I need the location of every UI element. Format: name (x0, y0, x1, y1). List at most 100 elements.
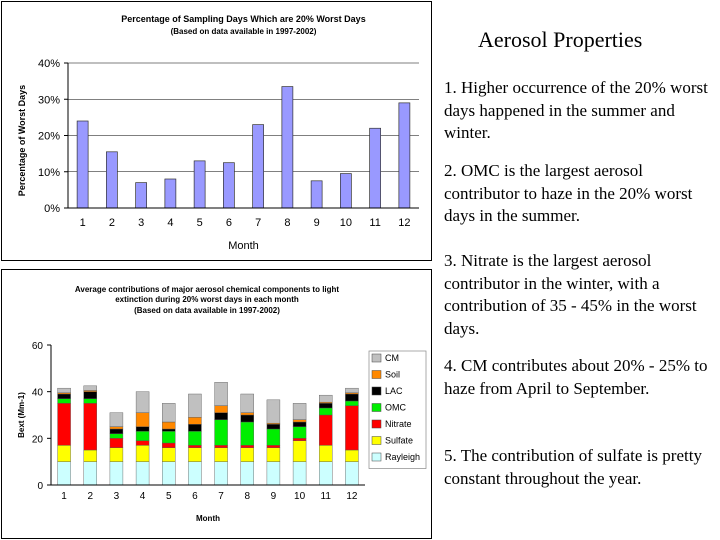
chart2-segment-nitrate (135, 440, 150, 446)
chart2-segment-cm (162, 403, 176, 423)
chart2-segment-lac (292, 421, 307, 427)
point-2: 2. OMC is the largest aerosol contributo… (444, 161, 693, 225)
chart2-segment-lac (345, 393, 359, 402)
chart2-legend-label-nitrate: Nitrate (385, 419, 412, 429)
chart2-segment-lac (83, 391, 97, 399)
chart2-segment-cm (57, 387, 71, 394)
chart2-segment-lac (188, 424, 202, 432)
point-5: 5. The contribution of sulfate is pretty… (444, 446, 702, 488)
chart2-legend-label-lac: LAC (385, 386, 403, 396)
chart2-segment-omc (345, 400, 359, 406)
point-1: 1. Higher occurrence of the 20% worst da… (444, 78, 708, 142)
chart2-subtitle: (Based on data available in 1997-2002) (134, 306, 280, 315)
chart2-segment-cm (214, 382, 228, 406)
worst-days-chart-panel: Percentage of Sampling Days Which are 20… (1, 1, 432, 261)
chart2-segment-rayleigh (162, 461, 176, 486)
chart2-x-label: Month (196, 514, 220, 523)
chart1-y-tick-label: 30% (38, 94, 60, 106)
chart2-segment-lac (135, 426, 150, 432)
chart2-segment-omc (57, 398, 71, 404)
chart2-x-tick-label: 7 (218, 491, 224, 502)
chart2-segment-rayleigh (57, 461, 71, 486)
chart2-segment-sulfate (319, 445, 333, 462)
chart1-y-tick-label: 10% (38, 167, 60, 179)
chart2-legend-label-sulfate: Sulfate (385, 436, 413, 446)
chart2-segment-lac (57, 393, 71, 399)
chart2-segment-nitrate (188, 445, 202, 448)
chart2-segment-rayleigh (109, 461, 124, 486)
chart1-bar (369, 127, 381, 209)
chart1-subtitle: (Based on data available in 1997-2002) (171, 27, 317, 36)
chart2-segment-cm (135, 391, 150, 413)
chart2-x-tick-label: 8 (244, 491, 250, 502)
chart2-segment-cm (345, 387, 359, 394)
chart2-segment-rayleigh (345, 461, 359, 486)
chart2-title: Average contributions of major aerosol c… (75, 285, 340, 294)
chart2-y-tick-label: 40 (32, 388, 44, 399)
chart2-y-label: Bext (Mm-1) (17, 392, 26, 438)
chart1-y-tick-label: 20% (38, 131, 60, 143)
chart1-x-tick-label: 8 (284, 217, 290, 229)
chart2-segment-rayleigh (319, 461, 333, 486)
chart2-x-tick-label: 11 (321, 491, 332, 502)
chart2-legend-swatch-omc (371, 403, 382, 412)
chart2-legend-swatch-soil (371, 370, 382, 379)
worst-days-chart: Percentage of Sampling Days Which are 20… (17, 14, 419, 252)
chart2-segment-nitrate (57, 403, 71, 446)
chart1-bar (340, 173, 352, 209)
chart2-segment-nitrate (240, 445, 254, 448)
chart2-segment-sulfate (83, 449, 97, 462)
chart2-x-tick-label: 12 (346, 491, 358, 502)
chart1-x-tick-label: 6 (226, 217, 232, 229)
chart2-segment-nitrate (319, 414, 333, 446)
chart1-x-tick-label: 3 (138, 217, 144, 229)
chart2-legend-swatch-sulfate (371, 436, 382, 445)
chart2-segment-sulfate (345, 449, 359, 462)
chart2-title-line2: extinction during 20% worst days in each… (115, 295, 299, 304)
chart2-legend-swatch-lac (371, 386, 382, 396)
chart2-segment-sulfate (135, 445, 150, 462)
chart1-x-tick-label: 12 (398, 217, 410, 229)
chart2-segment-cm (188, 393, 202, 418)
chart1-bar (252, 124, 264, 209)
chart1-y-label: Percentage of Worst Days (17, 85, 27, 196)
chart2-x-tick-label: 5 (166, 491, 172, 502)
point-3: 3. Nitrate is the largest aerosol contri… (444, 251, 697, 338)
chart2-legend-swatch-nitrate (371, 419, 382, 429)
chart2-segment-soil (240, 412, 254, 416)
chart2-legend-label-rayleigh: Rayleigh (385, 452, 420, 462)
aerosol-properties-title: Aerosol Properties (478, 27, 643, 52)
chart1-y-tick-label: 0% (44, 203, 60, 215)
chart2-segment-sulfate (188, 447, 202, 462)
chart2-segment-soil (214, 405, 228, 413)
chart2-x-tick-label: 6 (192, 491, 198, 502)
chart2-segment-omc (240, 421, 254, 446)
chart1-y-tick-label: 40% (38, 58, 60, 70)
chart2-legend-label-soil: Soil (385, 370, 400, 380)
chart2-segment-rayleigh (266, 461, 281, 486)
aerosol-properties-panel: Aerosol Properties 1. Higher occurrence … (444, 0, 716, 540)
chart2-legend-label-cm: CM (385, 353, 399, 363)
aerosol-contribution-chart: Average contributions of major aerosol c… (17, 285, 427, 523)
chart1-x-tick-label: 7 (255, 217, 261, 229)
chart2-segment-rayleigh (135, 461, 150, 486)
chart2-segment-sulfate (266, 447, 281, 462)
chart2-legend-label-omc: OMC (385, 403, 406, 413)
chart2-segment-omc (292, 426, 307, 439)
chart2-segment-soil (162, 421, 176, 430)
chart2-x-tick-label: 2 (87, 491, 93, 502)
chart2-legend-swatch-rayleigh (371, 452, 382, 462)
chart2-segment-soil (188, 417, 202, 425)
chart2-segment-rayleigh (214, 461, 228, 486)
chart2-x-tick-label: 4 (140, 491, 146, 502)
chart2-segment-lac (240, 414, 254, 423)
chart1-bar (164, 178, 177, 209)
chart2-segment-cm (266, 399, 281, 424)
chart2-segment-sulfate (109, 447, 124, 462)
chart2-segment-sulfate (292, 440, 307, 462)
chart2-segment-lac (319, 403, 333, 409)
chart2-segment-lac (109, 428, 124, 434)
chart1-x-tick-label: 9 (314, 217, 320, 229)
chart2-segment-omc (266, 428, 281, 446)
chart2-segment-omc (319, 407, 333, 416)
